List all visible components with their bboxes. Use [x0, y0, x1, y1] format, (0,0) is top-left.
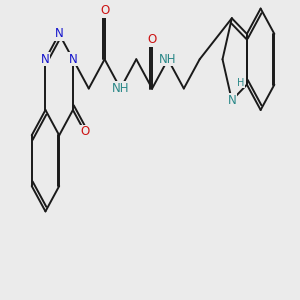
- Text: N: N: [41, 53, 50, 66]
- Text: N: N: [68, 53, 77, 66]
- Text: N: N: [227, 94, 236, 107]
- Text: O: O: [148, 33, 157, 46]
- Text: NH: NH: [159, 53, 177, 66]
- Text: H: H: [237, 78, 244, 88]
- Text: N: N: [55, 27, 64, 40]
- Text: O: O: [80, 125, 89, 138]
- Text: O: O: [100, 4, 109, 17]
- Text: NH: NH: [112, 82, 129, 95]
